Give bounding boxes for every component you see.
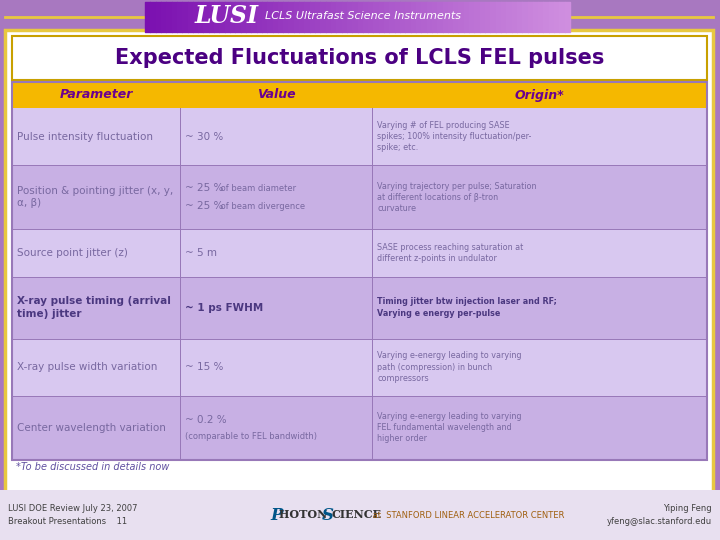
Text: Varying # of FEL producing SASE
spikes; 100% intensity fluctuation/per-
spike; e: Varying # of FEL producing SASE spikes; … bbox=[377, 121, 531, 152]
Text: Source point jitter (z): Source point jitter (z) bbox=[17, 248, 128, 258]
Text: ~ 1 ps FWHM: ~ 1 ps FWHM bbox=[185, 302, 264, 313]
FancyBboxPatch shape bbox=[5, 30, 713, 492]
Text: Expected Fluctuations of LCLS FEL pulses: Expected Fluctuations of LCLS FEL pulses bbox=[115, 48, 605, 68]
Text: of beam diameter: of beam diameter bbox=[218, 184, 296, 193]
FancyBboxPatch shape bbox=[12, 230, 707, 276]
Bar bbox=[0, 490, 720, 540]
Text: Pulse intensity fluctuation: Pulse intensity fluctuation bbox=[17, 132, 153, 141]
Text: Center wavelength variation: Center wavelength variation bbox=[17, 423, 166, 433]
Text: ~ 0.2 %: ~ 0.2 % bbox=[185, 415, 227, 425]
Text: LCLS Ultrafast Science Instruments: LCLS Ultrafast Science Instruments bbox=[265, 11, 461, 21]
Text: at  STANFORD LINEAR ACCELERATOR CENTER: at STANFORD LINEAR ACCELERATOR CENTER bbox=[370, 510, 564, 519]
Text: Varying e-energy leading to varying
FEL fundamental wavelength and
higher order: Varying e-energy leading to varying FEL … bbox=[377, 412, 521, 443]
Text: *To be discussed in details now: *To be discussed in details now bbox=[16, 462, 169, 472]
Text: LUSI DOE Review July 23, 2007
Breakout Presentations    11: LUSI DOE Review July 23, 2007 Breakout P… bbox=[8, 504, 138, 525]
FancyBboxPatch shape bbox=[12, 339, 707, 395]
FancyBboxPatch shape bbox=[12, 36, 707, 80]
FancyBboxPatch shape bbox=[12, 276, 707, 339]
Text: Yiping Feng
yfeng@slac.stanford.edu: Yiping Feng yfeng@slac.stanford.edu bbox=[607, 504, 712, 525]
Text: (comparable to FEL bandwidth): (comparable to FEL bandwidth) bbox=[185, 433, 317, 441]
Text: SASE process reaching saturation at
different z-points in undulator: SASE process reaching saturation at diff… bbox=[377, 243, 523, 263]
Text: S: S bbox=[322, 507, 334, 523]
FancyBboxPatch shape bbox=[12, 82, 707, 108]
Text: Parameter: Parameter bbox=[59, 89, 132, 102]
FancyBboxPatch shape bbox=[12, 108, 707, 165]
Text: Value: Value bbox=[257, 89, 295, 102]
Text: Origin*: Origin* bbox=[515, 89, 564, 102]
Text: Position & pointing jitter (x, y,
α, β): Position & pointing jitter (x, y, α, β) bbox=[17, 186, 174, 208]
Text: ~ 25 %: ~ 25 % bbox=[185, 183, 223, 193]
Text: ~ 15 %: ~ 15 % bbox=[185, 362, 223, 372]
Text: ~ 25 %: ~ 25 % bbox=[185, 201, 223, 211]
Text: Varying e-energy leading to varying
path (compression) in bunch
compressors: Varying e-energy leading to varying path… bbox=[377, 352, 521, 383]
Text: Timing jitter btw injection laser and RF;
Varying e energy per-pulse: Timing jitter btw injection laser and RF… bbox=[377, 298, 557, 318]
Text: X-ray pulse timing (arrival
time) jitter: X-ray pulse timing (arrival time) jitter bbox=[17, 296, 171, 319]
FancyBboxPatch shape bbox=[12, 395, 707, 460]
Text: HOTON: HOTON bbox=[279, 510, 331, 521]
Text: LUSI: LUSI bbox=[195, 4, 259, 28]
Text: CIENCE: CIENCE bbox=[331, 510, 381, 521]
Text: ~ 5 m: ~ 5 m bbox=[185, 248, 217, 258]
Text: X-ray pulse width variation: X-ray pulse width variation bbox=[17, 362, 158, 372]
Text: P: P bbox=[270, 507, 282, 523]
Text: Varying trajectory per pulse; Saturation
at different locations of β-tron
curvat: Varying trajectory per pulse; Saturation… bbox=[377, 181, 536, 213]
Text: of beam divergence: of beam divergence bbox=[218, 202, 305, 211]
FancyBboxPatch shape bbox=[12, 165, 707, 230]
Text: ~ 30 %: ~ 30 % bbox=[185, 132, 223, 141]
